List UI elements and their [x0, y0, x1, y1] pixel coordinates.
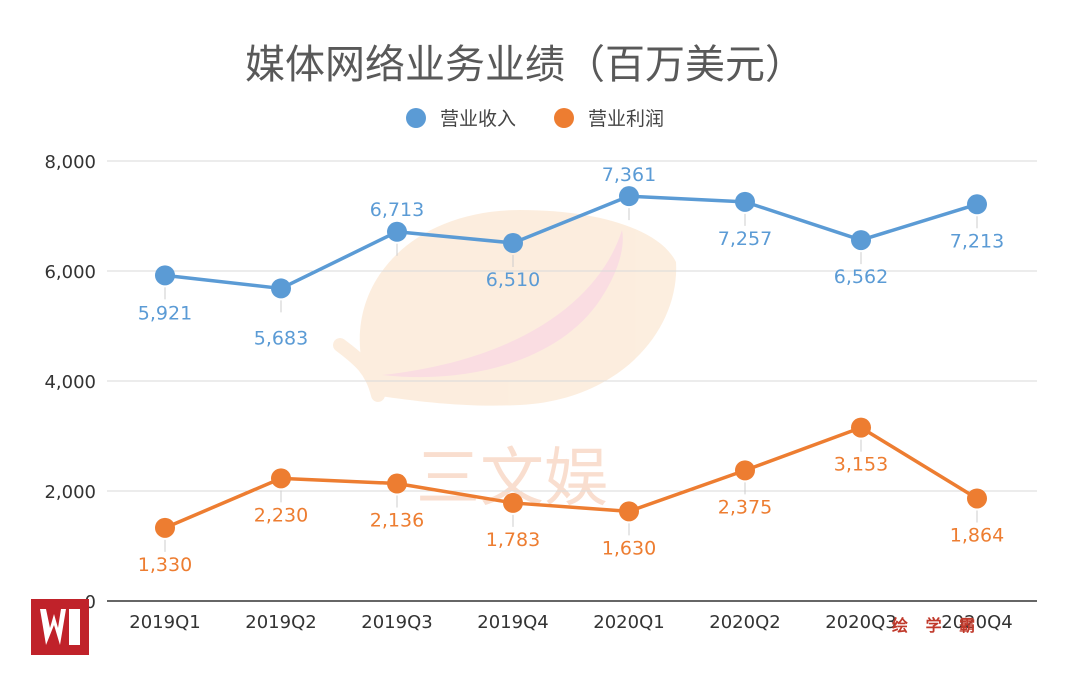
profit-data-label: 1,783: [486, 529, 540, 551]
legend-swatch-profit: [554, 108, 574, 128]
chart-title: 媒体网络业务业绩（百万美元）: [245, 42, 805, 88]
profit-point: [967, 488, 987, 509]
series: 5,921 5,683 6,713 6,510 7,361 7,257 6,562 7,213…: [138, 164, 1004, 576]
legend-swatch-revenue: [406, 108, 426, 128]
series-revenue: 5,921 5,683 6,713 6,510 7,361 7,257 6,562 7,213: [138, 164, 1004, 349]
legend: 营业收入 营业利润: [406, 108, 664, 130]
brand-logo: [31, 599, 89, 655]
profit-point: [155, 517, 175, 538]
y-tick-label: 2,000: [44, 482, 96, 503]
revenue-data-label: 7,213: [950, 230, 1004, 252]
revenue-data-label: 5,683: [254, 327, 308, 349]
brand-logo-mark: [40, 609, 66, 645]
revenue-data-label: 6,713: [370, 199, 424, 221]
revenue-data-label: 7,361: [602, 164, 656, 186]
series-profit: 1,330 2,230 2,136 1,783 1,630 2,375 3,153 1,864: [138, 417, 1004, 576]
x-tick-label: 2019Q2: [245, 612, 316, 633]
profit-data-label: 1,864: [950, 524, 1004, 546]
profit-data-label: 3,153: [834, 454, 888, 476]
y-tick-label: 0: [85, 592, 96, 613]
revenue-line: [164, 194, 978, 291]
x-tick-label: 2019Q4: [477, 612, 548, 633]
x-tick-label: 2020Q1: [593, 612, 664, 633]
y-tick-label: 4,000: [44, 372, 96, 393]
revenue-data-label: 5,921: [138, 302, 192, 324]
profit-data-label: 2,375: [718, 496, 772, 518]
revenue-point: [851, 230, 871, 251]
profit-data-label: 2,230: [254, 504, 308, 526]
profit-data-label: 2,136: [370, 510, 424, 532]
x-tick-label: 2019Q1: [129, 612, 200, 633]
legend-label-revenue: 营业收入: [440, 108, 516, 130]
legend-label-profit: 营业利润: [588, 108, 664, 130]
watermark-leaf-icon: [333, 210, 677, 406]
revenue-point: [387, 221, 407, 242]
x-tick-label: 2019Q3: [361, 612, 432, 633]
revenue-point: [271, 278, 291, 299]
y-tick-label: 6,000: [44, 262, 96, 283]
x-tick-label: 2020Q2: [709, 612, 780, 633]
profit-line: [164, 425, 978, 530]
grid: [107, 160, 1037, 602]
profit-point: [851, 417, 871, 438]
revenue-data-label: 6,562: [834, 266, 888, 288]
revenue-point: [155, 265, 175, 286]
profit-point: [619, 501, 639, 522]
y-axis-ticks: 0 2,000 4,000 6,000 8,000: [44, 152, 96, 613]
revenue-data-label: 6,510: [486, 269, 540, 291]
x-tick-label: 2020Q4: [941, 612, 1012, 633]
x-tick-label: 2020Q3: [825, 612, 896, 633]
profit-point: [271, 468, 291, 489]
revenue-point: [735, 191, 755, 212]
revenue-point: [967, 194, 987, 215]
profit-data-label: 1,630: [602, 537, 656, 559]
brand-logo-bar: [69, 609, 80, 645]
profit-data-label: 1,330: [138, 554, 192, 576]
revenue-point: [619, 186, 639, 207]
revenue-point: [503, 232, 523, 253]
y-tick-label: 8,000: [44, 152, 96, 173]
profit-point: [503, 492, 523, 513]
profit-point: [387, 473, 407, 494]
revenue-data-label: 7,257: [718, 228, 772, 250]
corner-brand-text: 绘 学 霸: [892, 616, 981, 635]
x-axis-ticks: 2019Q1 2019Q2 2019Q3 2019Q4 2020Q1 2020Q2 2020…: [129, 612, 1012, 633]
profit-point: [735, 460, 755, 481]
